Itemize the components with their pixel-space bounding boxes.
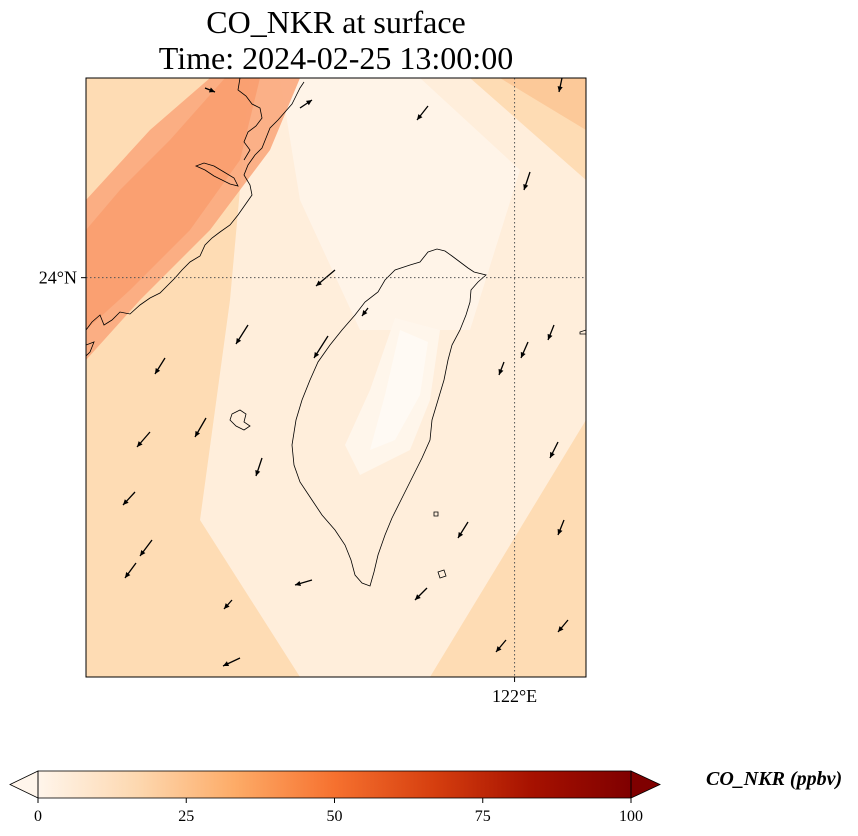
small-island-1	[433, 511, 439, 517]
wind-vector	[204, 87, 216, 93]
wind-vector	[495, 639, 507, 653]
field-island-low-core	[370, 330, 428, 450]
field-high-band-core	[86, 78, 260, 330]
field-ne-corner	[500, 78, 586, 130]
title-line-1: CO_NKR at surface	[206, 4, 466, 40]
wind-vector	[222, 657, 241, 667]
wind-vector	[416, 105, 429, 121]
colorbar-tick-label: 75	[475, 808, 491, 825]
wind-vector	[255, 457, 263, 477]
map-frame	[85, 77, 587, 678]
wind-vector	[294, 579, 313, 586]
mainland-coastline	[86, 78, 305, 357]
concentration-field	[86, 78, 586, 677]
gridlines	[86, 78, 586, 677]
lon-tick-label: 122°E	[492, 686, 537, 706]
colorbar-tick-label: 100	[619, 808, 643, 825]
title-line-2: Time: 2024-02-25 13:00:00	[158, 40, 514, 76]
wind-vector	[557, 78, 563, 93]
wind-vector	[223, 599, 233, 610]
colorbar-ticks: 0 25 50 75 100	[34, 798, 643, 825]
wind-vector	[549, 441, 559, 459]
colorbar-gradient	[38, 771, 631, 798]
mainland-bay	[194, 162, 239, 187]
penghu-islands	[229, 409, 251, 431]
axis-labels: 24°N 122°E	[39, 268, 537, 706]
wind-vector	[299, 99, 313, 109]
small-island-2	[437, 569, 447, 579]
lat-tick-label: 24°N	[39, 268, 77, 288]
field-low-band-core	[280, 78, 520, 330]
colorbar-extend-low	[9, 770, 39, 799]
wind-vector	[136, 431, 151, 448]
wind-vector	[547, 324, 555, 341]
wind-vector	[520, 341, 529, 359]
coastlines	[86, 78, 586, 587]
wind-vector	[361, 307, 369, 317]
colorbar-tick-label: 50	[327, 808, 343, 825]
colorbar-extend-high	[630, 770, 661, 799]
wind-vector	[414, 587, 428, 601]
wind-vector	[557, 519, 565, 536]
wind-vector	[315, 269, 336, 287]
colorbar-tick-label: 25	[178, 808, 194, 825]
wind-vector	[139, 539, 153, 557]
wind-vector	[154, 357, 166, 375]
colorbar-tick-label: 0	[34, 808, 42, 825]
wind-vector	[194, 417, 207, 438]
colorbar-label: CO_NKR (ppbv)	[706, 768, 843, 790]
wind-vector	[122, 491, 136, 506]
wind-vector	[457, 521, 469, 539]
wind-vectors	[122, 78, 569, 667]
map-title: CO_NKR at surface Time: 2024-02-25 13:00…	[0, 4, 672, 76]
colorbar: 0 25 50 75 100	[9, 770, 661, 825]
wind-vector	[235, 324, 249, 345]
wind-vector	[498, 361, 505, 376]
wind-vector	[523, 171, 531, 191]
wind-vector	[124, 562, 137, 579]
small-island-3	[579, 329, 586, 335]
taiwan-coastline	[291, 248, 487, 587]
wind-vector	[313, 335, 329, 359]
wind-vector	[557, 619, 569, 633]
